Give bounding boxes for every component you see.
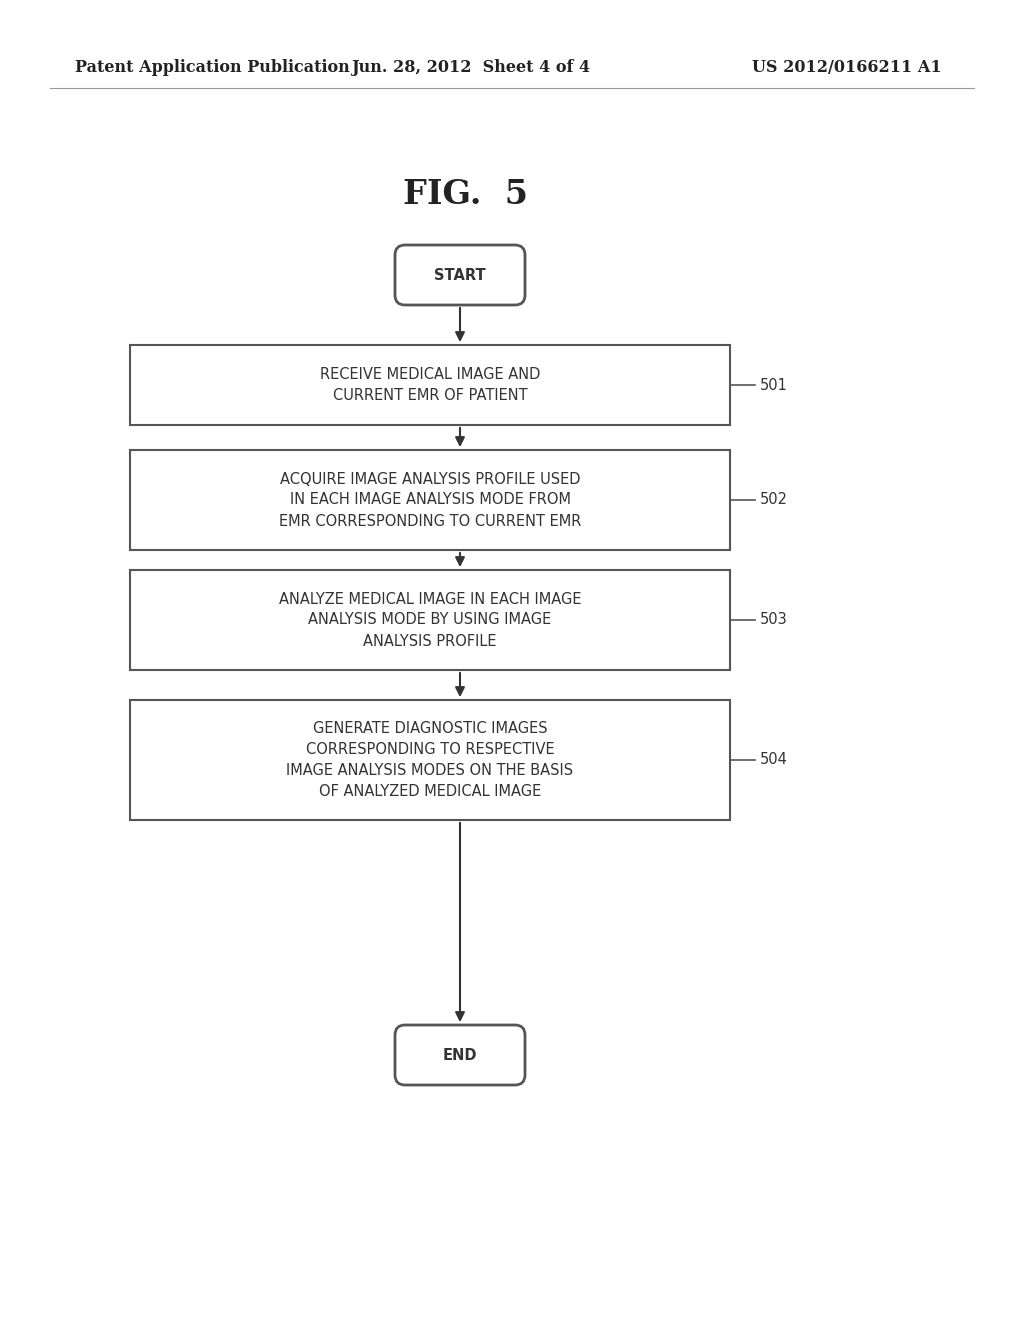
Bar — [130, 700, 730, 820]
Bar — [130, 570, 730, 671]
Text: ANALYZE MEDICAL IMAGE IN EACH IMAGE
ANALYSIS MODE BY USING IMAGE
ANALYSIS PROFIL: ANALYZE MEDICAL IMAGE IN EACH IMAGE ANAL… — [279, 591, 582, 648]
Text: RECEIVE MEDICAL IMAGE AND
CURRENT EMR OF PATIENT: RECEIVE MEDICAL IMAGE AND CURRENT EMR OF… — [319, 367, 541, 403]
Text: 501: 501 — [760, 378, 787, 392]
FancyBboxPatch shape — [395, 246, 525, 305]
Text: 502: 502 — [760, 492, 788, 507]
Text: US 2012/0166211 A1: US 2012/0166211 A1 — [753, 59, 942, 77]
FancyBboxPatch shape — [395, 1026, 525, 1085]
Text: 503: 503 — [760, 612, 787, 627]
Text: Jun. 28, 2012  Sheet 4 of 4: Jun. 28, 2012 Sheet 4 of 4 — [351, 59, 591, 77]
Text: END: END — [442, 1048, 477, 1063]
Text: START: START — [434, 268, 485, 282]
Bar — [130, 450, 730, 550]
Text: GENERATE DIAGNOSTIC IMAGES
CORRESPONDING TO RESPECTIVE
IMAGE ANALYSIS MODES ON T: GENERATE DIAGNOSTIC IMAGES CORRESPONDING… — [287, 721, 573, 799]
Text: ACQUIRE IMAGE ANALYSIS PROFILE USED
IN EACH IMAGE ANALYSIS MODE FROM
EMR CORRESP: ACQUIRE IMAGE ANALYSIS PROFILE USED IN E… — [279, 471, 582, 528]
Text: FIG.  5: FIG. 5 — [403, 178, 528, 211]
Text: 504: 504 — [760, 752, 787, 767]
Text: Patent Application Publication: Patent Application Publication — [75, 59, 350, 77]
Bar — [130, 345, 730, 425]
